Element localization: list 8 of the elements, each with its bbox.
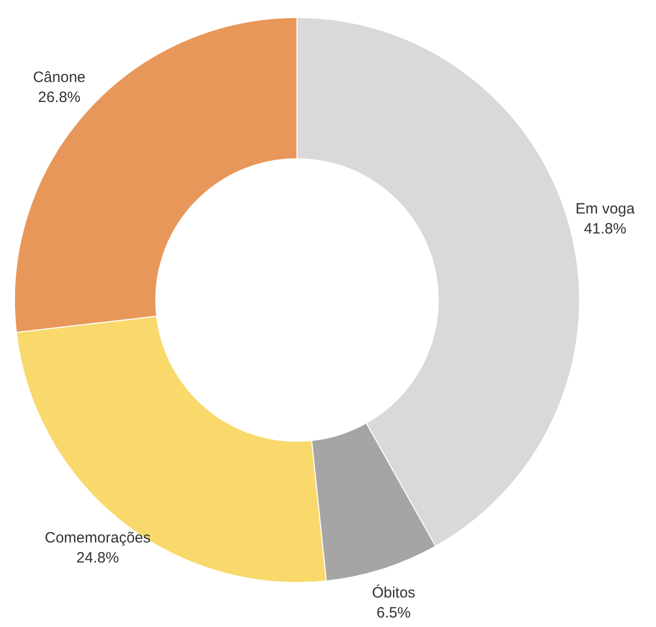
slice-label: Comemorações [44,530,151,547]
slice-label: Cânone [32,69,86,86]
slice-label: Óbitos [372,584,416,602]
data-label: 26.8% [38,89,81,106]
slice-label: Em voga [575,200,636,218]
data-label: 6.5% [376,604,411,622]
data-label: 41.8% [584,220,626,238]
data-label: 24.8% [76,550,119,567]
